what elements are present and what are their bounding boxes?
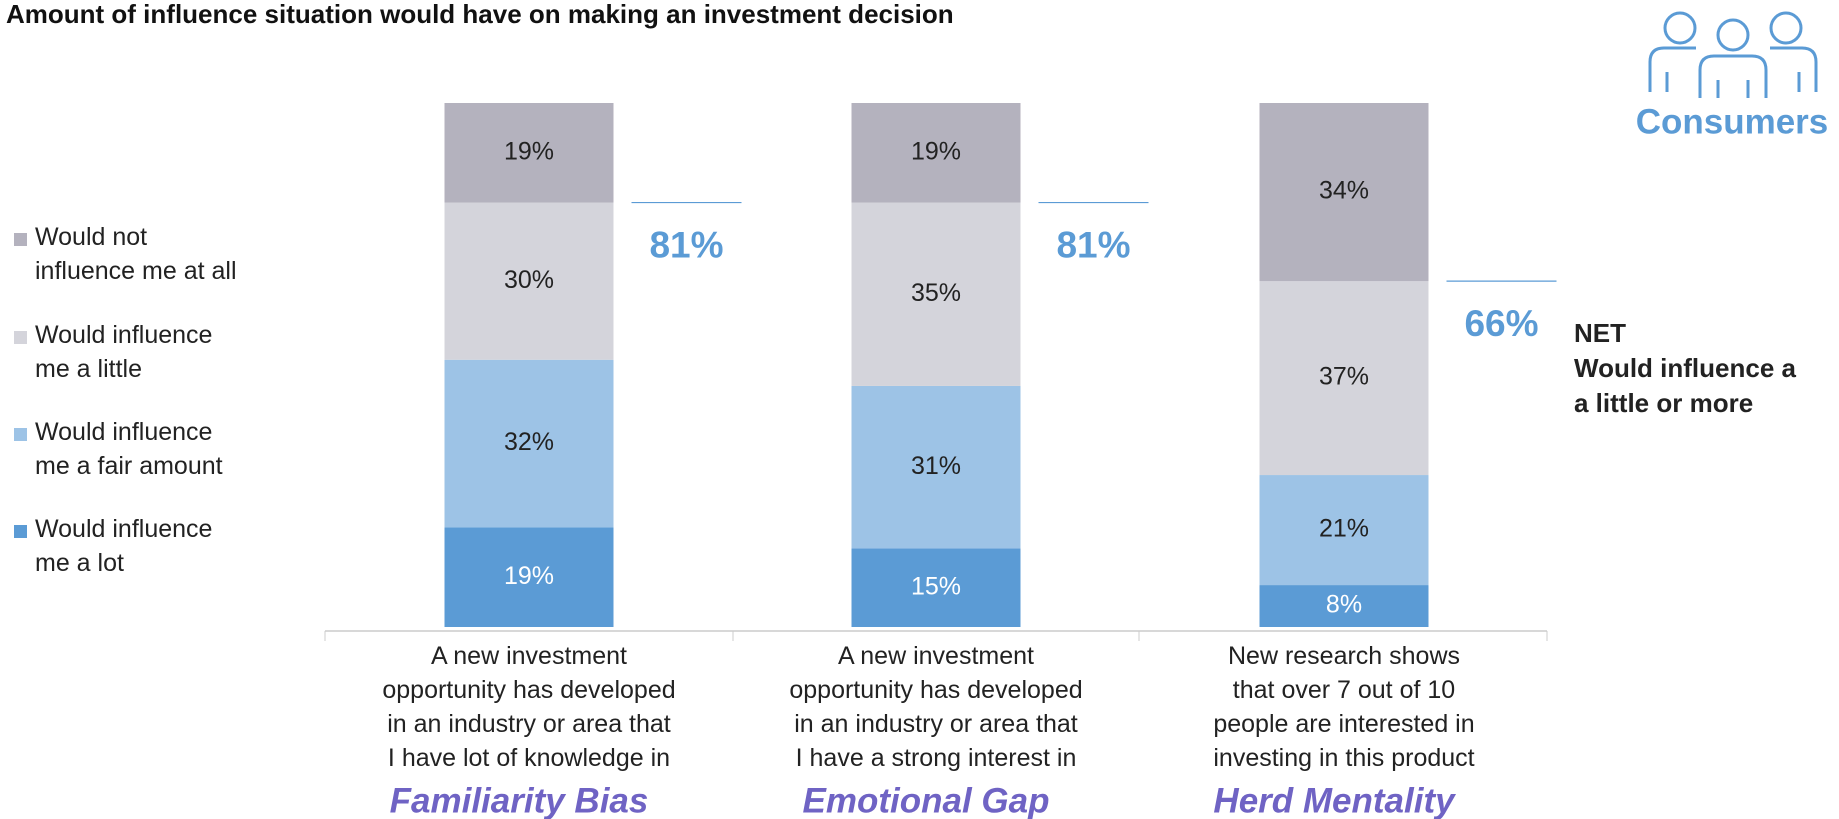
value-label: 19% bbox=[504, 137, 554, 165]
value-label: 15% bbox=[911, 572, 961, 600]
net-value: 81% bbox=[649, 224, 723, 265]
value-label: 21% bbox=[1319, 515, 1369, 543]
consumers-icon bbox=[1648, 11, 1818, 98]
legend-label: Would influence me a little bbox=[35, 321, 213, 383]
badge-label: Consumers bbox=[1636, 102, 1829, 141]
legend-swatch bbox=[14, 331, 27, 344]
bar-segment bbox=[444, 103, 614, 203]
x-tick-label: A new investment opportunity has develop… bbox=[789, 642, 1083, 772]
value-label: 19% bbox=[911, 137, 961, 165]
net-label: NET Would influence a a little or more bbox=[1574, 318, 1796, 418]
bar-segment bbox=[1259, 475, 1429, 586]
group-label: Familiarity Bias bbox=[390, 781, 649, 819]
value-label: 30% bbox=[504, 266, 554, 294]
net-value: 81% bbox=[1056, 224, 1130, 265]
x-tick-label: New research shows that over 7 out of 10… bbox=[1213, 642, 1475, 772]
legend-swatch bbox=[14, 525, 27, 538]
chart-title: Amount of influence situation would have… bbox=[6, 0, 954, 29]
x-tick-label: A new investment opportunity has develop… bbox=[382, 642, 676, 772]
bar-segment bbox=[851, 385, 1021, 549]
legend-label: Would influence me a lot bbox=[35, 515, 213, 577]
bar-segment bbox=[851, 103, 1021, 203]
group-label: Herd Mentality bbox=[1213, 781, 1456, 819]
bar-segment bbox=[444, 202, 614, 360]
value-label: 37% bbox=[1319, 363, 1369, 391]
value-label: 32% bbox=[504, 428, 554, 456]
legend-label: Would not influence me at all bbox=[35, 223, 237, 285]
legend-label: Would influence me a fair amount bbox=[35, 418, 223, 480]
bar-segment bbox=[1259, 103, 1429, 282]
bar-segment bbox=[444, 527, 614, 627]
value-label: 35% bbox=[911, 279, 961, 307]
value-label: 19% bbox=[504, 562, 554, 590]
value-label: 31% bbox=[911, 452, 961, 480]
bar-segment bbox=[851, 202, 1021, 386]
legend-swatch bbox=[14, 233, 27, 246]
bar-segment bbox=[1259, 585, 1429, 627]
legend-swatch bbox=[14, 428, 27, 441]
value-label: 34% bbox=[1319, 177, 1369, 205]
net-value: 66% bbox=[1464, 303, 1538, 344]
bar-segment bbox=[444, 359, 614, 528]
bar-segment bbox=[1259, 281, 1429, 476]
value-label: 8% bbox=[1326, 591, 1362, 619]
bar-segment bbox=[851, 548, 1021, 627]
group-label: Emotional Gap bbox=[803, 781, 1050, 819]
